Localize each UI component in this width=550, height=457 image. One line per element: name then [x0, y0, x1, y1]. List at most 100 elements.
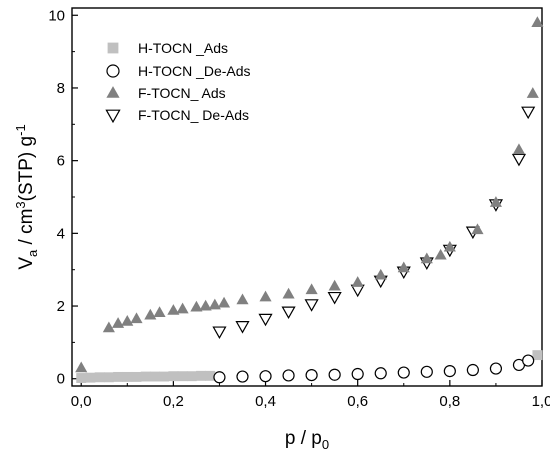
- data-point: [75, 361, 88, 373]
- data-point: [176, 302, 189, 314]
- data-point: [168, 371, 179, 382]
- data-point: [94, 372, 105, 383]
- data-point: [282, 369, 295, 382]
- y-axis-title: Va / cm3(STP) g-1: [13, 124, 40, 269]
- data-point: [177, 371, 188, 382]
- y-axis-title-sup: -1: [13, 124, 28, 136]
- legend-marker-3: [105, 109, 121, 124]
- data-point: [374, 268, 387, 280]
- y-axis-title-stp: (STP) g: [16, 136, 37, 201]
- legend-marker-2: [106, 86, 120, 98]
- data-point: [121, 314, 134, 326]
- x-tick-label: 0,6: [347, 393, 368, 410]
- legend-label-0: H-TOCN _Ads: [138, 40, 228, 56]
- data-point: [159, 371, 170, 382]
- y-tick-label: 6: [57, 153, 65, 170]
- data-point: [167, 304, 180, 315]
- data-point: [350, 284, 365, 298]
- legend-label-3: F-TOCN_ De-Ads: [138, 107, 249, 123]
- data-point: [205, 370, 216, 381]
- legend: H-TOCN _Ads H-TOCN _De-Ads F-TOCN_ Ads F…: [105, 40, 251, 124]
- data-point: [521, 106, 536, 120]
- data-point: [512, 143, 526, 155]
- series-0: [76, 350, 543, 383]
- data-point: [130, 312, 143, 324]
- data-point: [259, 290, 272, 302]
- data-point: [153, 306, 166, 317]
- series-3: [212, 106, 536, 340]
- data-point: [420, 252, 433, 264]
- data-point: [305, 368, 318, 382]
- data-point: [471, 223, 484, 235]
- data-point: [351, 276, 364, 287]
- legend-marker-1: [106, 64, 120, 78]
- data-point: [186, 371, 197, 382]
- data-point: [443, 240, 456, 252]
- data-point: [113, 371, 124, 382]
- x-tick-label: 0,2: [163, 393, 184, 410]
- x-axis-title: p / p0: [285, 428, 329, 452]
- data-point: [526, 87, 539, 98]
- data-point: [522, 354, 535, 367]
- y-axis-title-a: a: [25, 249, 40, 257]
- data-point: [420, 365, 433, 378]
- data-point: [511, 153, 527, 167]
- data-point: [304, 299, 319, 312]
- axis-ticks: 0,0 0,2 0,4 0,6 0,8 1,0 0 2 4 6 8 10: [48, 7, 550, 410]
- data-point: [144, 308, 157, 320]
- data-point: [196, 370, 206, 381]
- y-tick-label: 2: [57, 298, 65, 315]
- data-point: [112, 317, 125, 328]
- y-tick-label: 4: [57, 225, 65, 242]
- data-point: [328, 368, 341, 381]
- data-point: [397, 261, 410, 273]
- data-point: [208, 298, 221, 310]
- data-point: [236, 293, 249, 305]
- data-point: [258, 313, 273, 327]
- data-point: [149, 371, 160, 382]
- data-point: [212, 326, 227, 340]
- data-point: [466, 363, 479, 377]
- data-point: [531, 16, 544, 27]
- y-tick-label: 10: [48, 7, 65, 24]
- legend-label-1: H-TOCN _De-Ads: [138, 63, 251, 79]
- y-tick-label: 8: [57, 80, 65, 97]
- data-point: [281, 306, 296, 320]
- data-point: [259, 370, 272, 383]
- x-tick-label: 0,4: [255, 393, 276, 410]
- data-point: [102, 321, 115, 333]
- data-point: [140, 371, 151, 382]
- series-1: [213, 354, 535, 384]
- y-axis-title-mid: / cm: [16, 209, 37, 250]
- data-point: [236, 370, 249, 383]
- data-point: [397, 366, 410, 379]
- data-point: [489, 362, 503, 375]
- data-point: [282, 287, 295, 299]
- legend-label-2: F-TOCN_ Ads: [138, 85, 226, 101]
- data-point: [489, 196, 502, 207]
- series-2: [75, 16, 544, 373]
- data-point: [327, 291, 342, 305]
- data-point: [122, 371, 133, 382]
- data-point: [532, 350, 543, 361]
- data-point: [190, 300, 203, 312]
- x-tick-label: 0,0: [71, 393, 92, 410]
- x-tick-label: 0,8: [439, 393, 460, 410]
- legend-marker-0: [107, 42, 119, 54]
- data-point: [305, 283, 318, 295]
- data-point: [199, 299, 212, 311]
- y-axis-title-sup3: 3: [13, 201, 28, 208]
- data-point: [328, 279, 341, 291]
- y-axis-title-v: V: [16, 257, 37, 270]
- data-point: [235, 321, 250, 334]
- x-axis-title-main: p / p: [285, 428, 322, 449]
- data-point: [85, 372, 96, 383]
- data-point: [213, 371, 226, 384]
- data-series: [75, 16, 544, 384]
- x-axis-title-sub: 0: [322, 437, 329, 452]
- data-point: [374, 367, 387, 380]
- data-point: [434, 248, 447, 260]
- data-point: [351, 367, 364, 381]
- data-point: [76, 373, 87, 383]
